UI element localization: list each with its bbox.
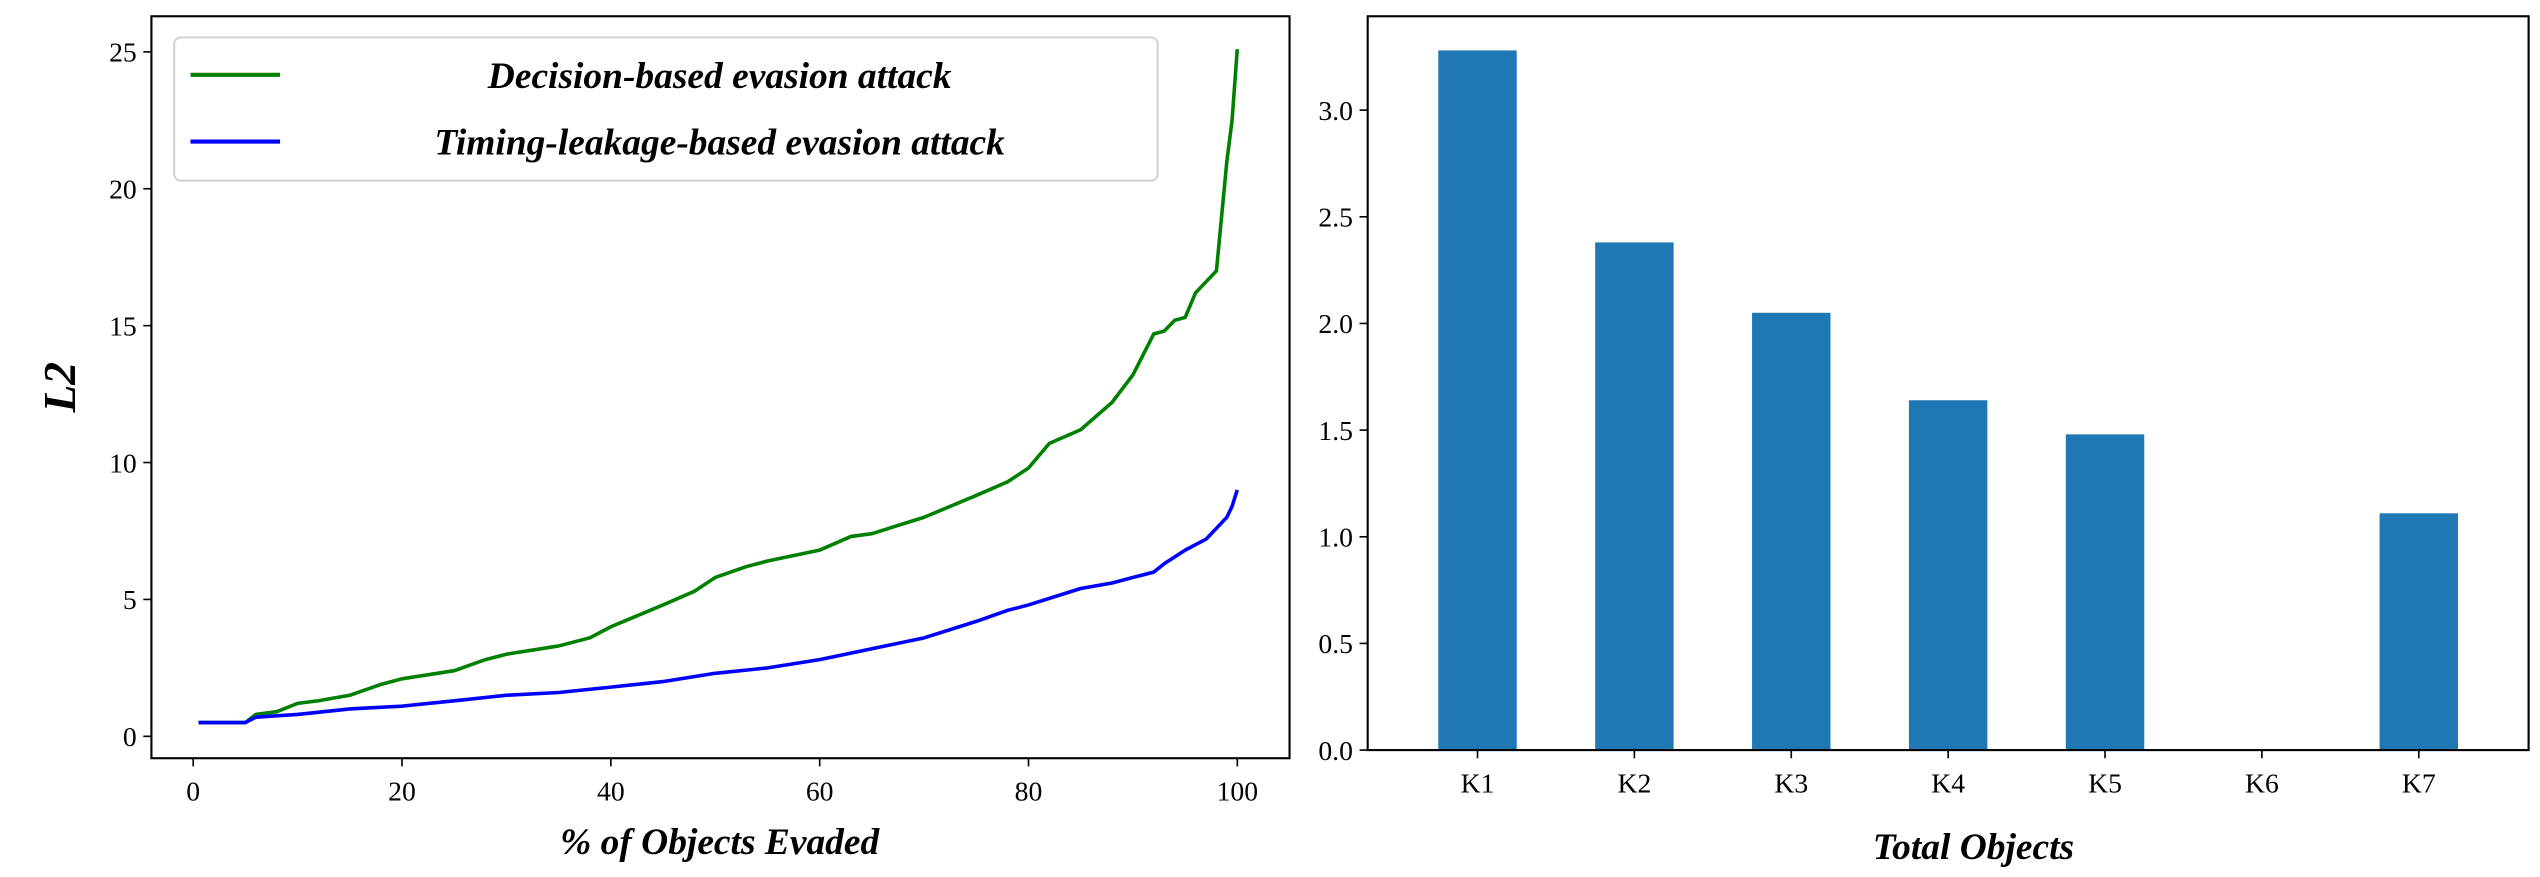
y-tick-label: 1.5 [1318, 415, 1353, 446]
x-tick-label: K5 [2088, 767, 2122, 798]
y-axis-label: L2 [34, 362, 85, 414]
x-tick-label: K4 [1931, 767, 1965, 798]
y-tick-label: 0 [123, 721, 137, 752]
y-tick-label: 5 [123, 584, 137, 615]
x-tick-label: 100 [1217, 776, 1258, 807]
bar-k7 [2379, 513, 2459, 751]
y-tick-label: 0.5 [1318, 628, 1353, 659]
y-tick-label: 15 [109, 310, 137, 341]
y-tick-label: 1.0 [1318, 522, 1353, 553]
line-series-1 [198, 489, 1239, 725]
y-tick-label: 20 [109, 174, 137, 205]
x-tick-label: 80 [1015, 776, 1043, 807]
bar-chart: K1 K2 K3 K4 K5 K6 K7 0.0 0.5 1.0 1.5 2.0 2.5 3.0 Tot… [1318, 15, 2530, 868]
bar-k2 [1595, 242, 1674, 751]
y-tick-label: 25 [109, 37, 137, 68]
x-tick-label: K2 [1617, 767, 1651, 798]
y-tick-label: 10 [109, 447, 137, 478]
x-axis-label: % of Objects Evaded [560, 822, 880, 863]
y-tick-label: 3.0 [1318, 95, 1353, 126]
bar-k5 [2065, 434, 2145, 751]
x-tick-label: K3 [1774, 767, 1808, 798]
x-tick-label: 0 [186, 776, 200, 807]
legend-label-timing: Timing-leakage-based evasion attack [434, 123, 1005, 164]
x-tick-label: K7 [2402, 767, 2436, 798]
x-axis-label: Total Objects [1873, 827, 2074, 868]
y-tick-label: 2.0 [1318, 308, 1353, 339]
x-axis-ticks: K1 K2 K3 K4 K5 K6 K7 [1461, 750, 2436, 798]
x-axis-ticks: 0 20 40 60 80 100 [186, 758, 1258, 807]
y-tick-label: 2.5 [1318, 202, 1353, 233]
x-tick-label: 40 [597, 776, 625, 807]
legend-box [173, 36, 1159, 182]
bar-group [1438, 50, 2459, 751]
bar-k3 [1752, 312, 1831, 751]
bar-k4 [1908, 400, 1988, 751]
line-series-0 [198, 49, 1240, 725]
line-chart: 0 20 40 60 80 100 0 5 10 15 20 25 % of Objects Eva… [34, 15, 1291, 863]
x-tick-label: 20 [388, 776, 416, 807]
legend: Decision-based evasion attack Timing-lea… [173, 36, 1159, 182]
y-tick-label: 0.0 [1318, 735, 1353, 766]
y-axis-ticks: 0.0 0.5 1.0 1.5 2.0 2.5 3.0 [1318, 95, 1368, 766]
x-tick-label: K1 [1461, 767, 1495, 798]
legend-label-decision: Decision-based evasion attack [487, 56, 952, 97]
line-series-group [198, 49, 1240, 725]
bar-k1 [1438, 50, 1517, 751]
x-tick-label: 60 [806, 776, 834, 807]
x-tick-label: K6 [2245, 767, 2279, 798]
y-axis-ticks: 0 5 10 15 20 25 [109, 37, 152, 752]
